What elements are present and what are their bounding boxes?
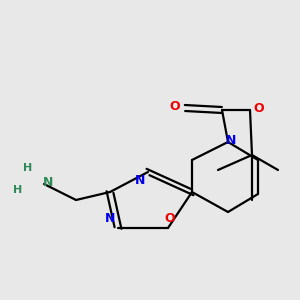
Text: N: N: [105, 212, 115, 226]
Text: N: N: [226, 134, 236, 146]
Text: H: H: [14, 185, 22, 195]
Text: N: N: [135, 175, 145, 188]
Text: O: O: [254, 101, 264, 115]
Text: O: O: [170, 100, 180, 113]
Text: H: H: [23, 163, 33, 173]
Text: N: N: [43, 176, 53, 188]
Text: O: O: [165, 212, 175, 226]
